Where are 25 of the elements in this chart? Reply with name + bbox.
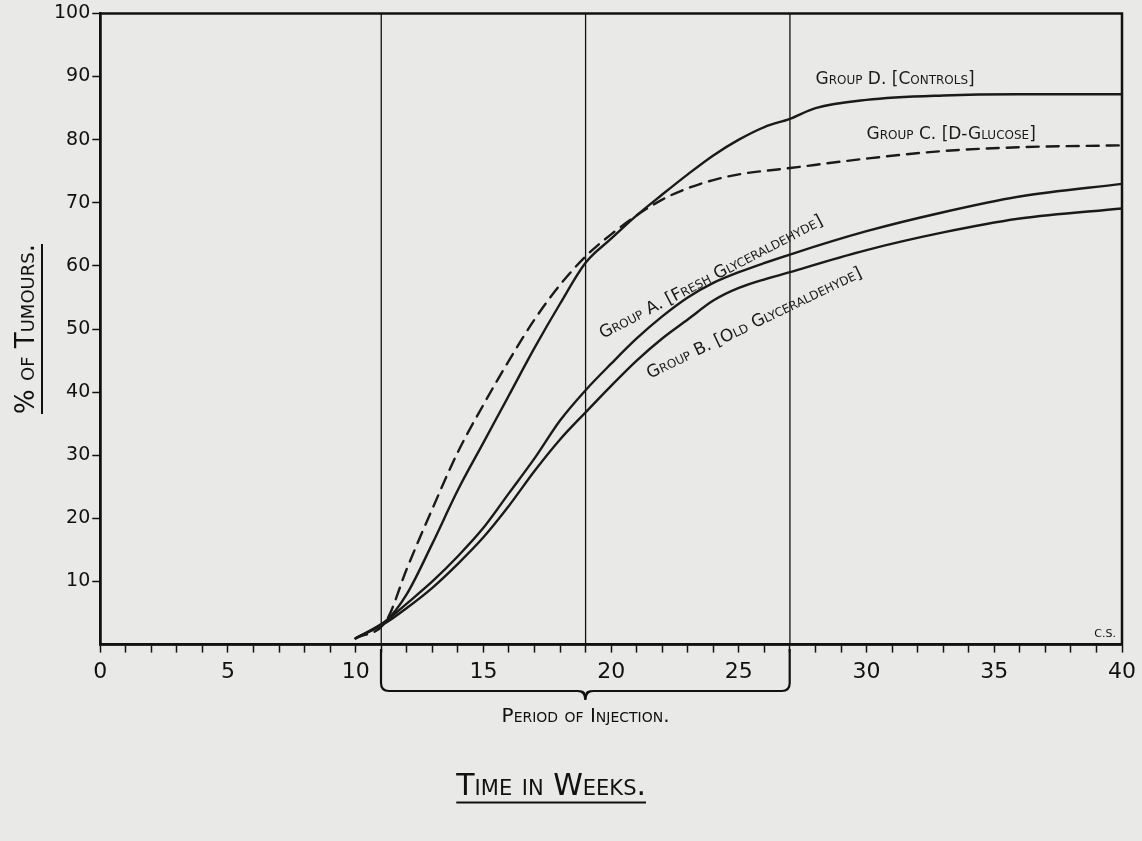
x-tick-label: 0 [93, 657, 108, 683]
x-tick-label: 10 [341, 657, 370, 683]
x-tick-label: 5 [220, 657, 235, 683]
y-tick-label: 100 [54, 0, 91, 23]
series-label: Group C. [D-Glucose] [866, 123, 1036, 144]
annotation: C.S. [1094, 626, 1116, 640]
y-tick-label: 30 [66, 442, 91, 465]
x-tick-label: 30 [852, 657, 881, 683]
y-axis-title: % of Tumours. [10, 244, 40, 414]
series-label: Group D. [Controls] [815, 68, 975, 89]
y-tick-label: 50 [66, 315, 91, 338]
x-tick-label: 40 [1108, 657, 1136, 683]
y-tick-label: 60 [66, 252, 91, 275]
y-tick-label: 10 [66, 568, 91, 591]
x-tick-label: 35 [980, 657, 1009, 683]
y-tick-label: 20 [66, 505, 91, 528]
x-tick-label: 15 [469, 657, 498, 683]
x-axis-title: Time in Weeks. [455, 766, 646, 802]
x-tick-label: 20 [597, 657, 626, 683]
text: Period of Injection. [501, 702, 670, 727]
y-tick-label: 90 [66, 63, 91, 86]
y-tick-label: 70 [66, 189, 91, 212]
y-tick-label: 80 [66, 126, 91, 149]
y-tick-label: 40 [66, 379, 91, 402]
x-tick-label: 25 [724, 657, 753, 683]
